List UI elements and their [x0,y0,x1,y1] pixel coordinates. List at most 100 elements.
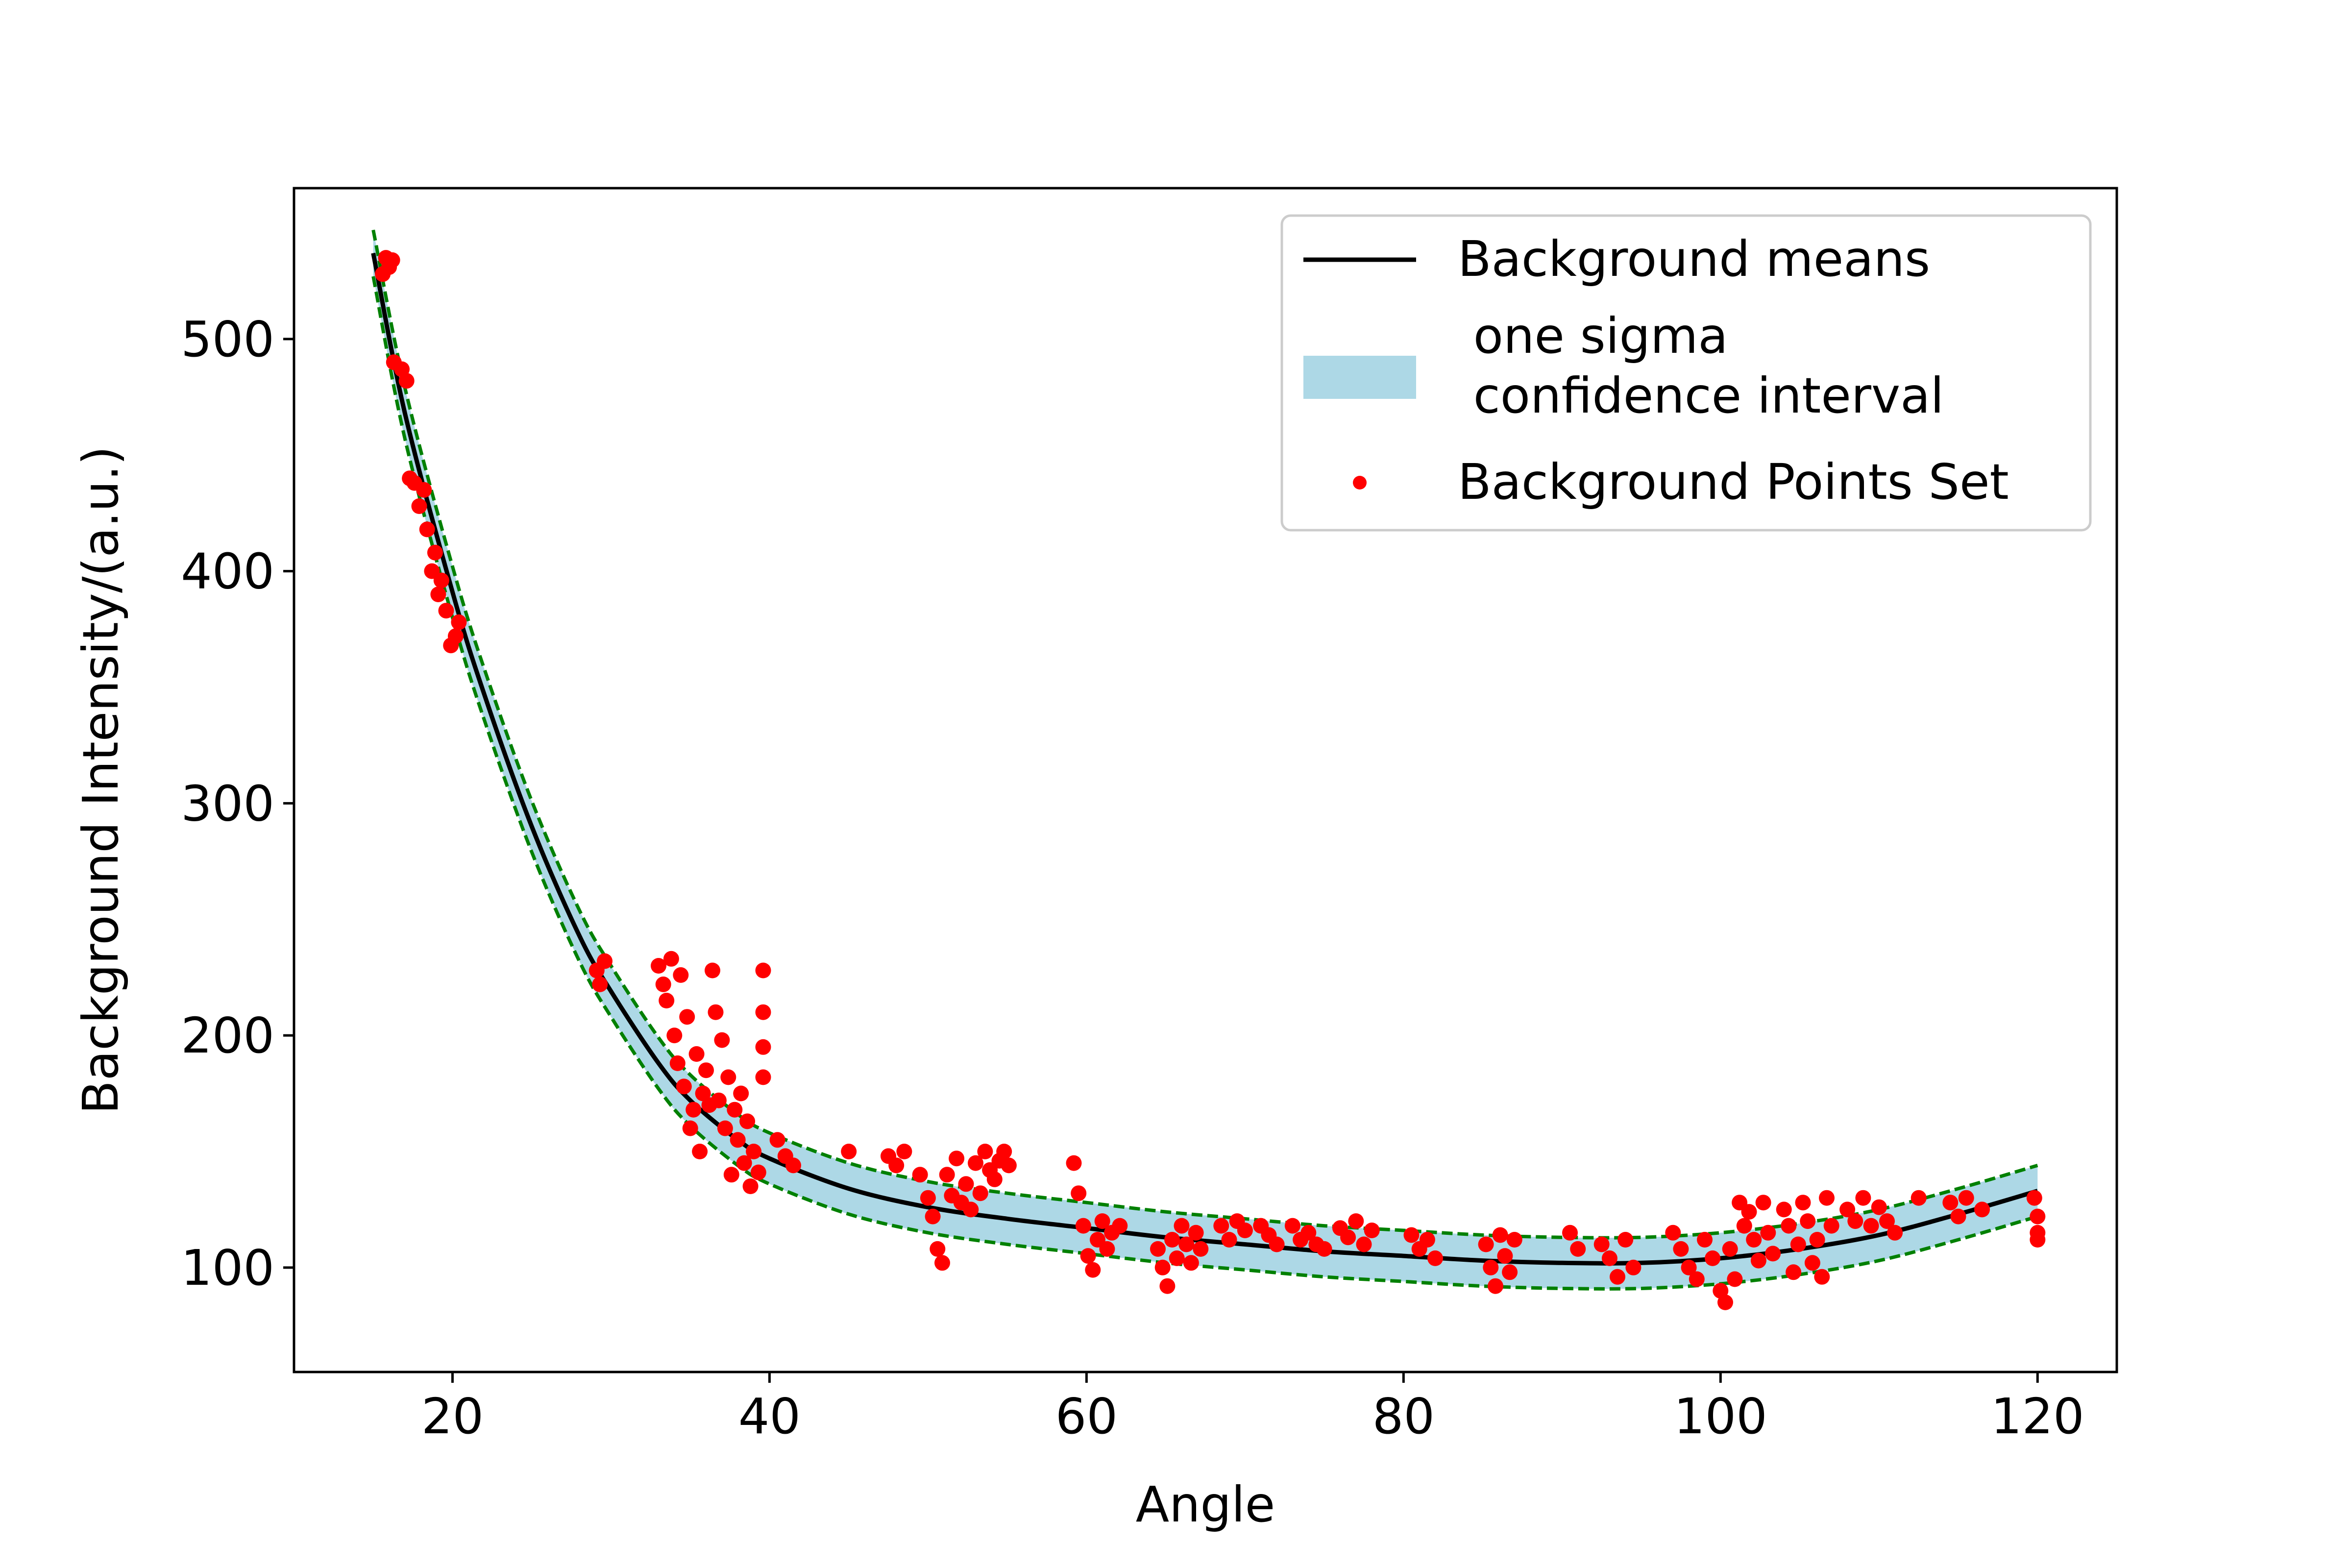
legend-point-swatch [1353,476,1367,490]
legend-box [1280,214,2092,532]
scatter-point [1492,1227,1508,1243]
scatter-point [720,1069,736,1085]
scatter-point [896,1144,912,1159]
scatter-point [1736,1218,1752,1234]
scatter-point [1178,1236,1195,1252]
scatter-point [750,1164,766,1180]
scatter-point [1839,1201,1856,1218]
scatter-point [1760,1225,1776,1241]
x-tick-label: 80 [1372,1388,1435,1445]
scatter-point [398,373,415,389]
legend: Background means one sigma confidence in… [1280,214,2092,532]
x-tick-label: 60 [1055,1388,1118,1445]
scatter-point [686,1102,702,1118]
scatter-point [1099,1241,1115,1257]
scatter-point [939,1167,955,1183]
scatter-point [1562,1225,1578,1241]
scatter-point [695,1085,711,1102]
scatter-point [755,1069,771,1085]
scatter-point [710,1092,727,1108]
scatter-point [669,1055,686,1071]
scatter-point [1750,1252,1766,1269]
scatter-point [1746,1232,1762,1248]
scatter-point [1593,1236,1610,1252]
scatter-point [1112,1218,1128,1234]
scatter-point [698,1062,714,1078]
scatter-point [1776,1201,1792,1218]
scatter-point [655,976,671,992]
legend-label-points: Background Points Set [1458,453,2009,511]
scatter-point [1221,1232,1237,1248]
scatter-point [1403,1227,1420,1243]
scatter-point [717,1120,733,1136]
scatter-point [977,1144,993,1159]
scatter-point [438,603,454,619]
scatter-point [1765,1246,1781,1262]
scatter-point [384,252,400,268]
scatter-point [727,1102,743,1118]
plot-frame [293,187,2118,1373]
scatter-point [746,1144,762,1159]
scatter-point [1193,1241,1209,1257]
scatter-point [688,1046,705,1062]
scatter-point [705,962,720,979]
scatter-point [1213,1218,1229,1234]
y-tick-label: 400 [181,543,274,600]
scatter-point [785,1157,801,1174]
scatter-point [433,572,449,588]
scatter-point [708,1004,724,1020]
legend-label-band-line: one sigma [1458,307,1728,365]
scatter-point [1085,1262,1101,1278]
scatter-point [1879,1213,1895,1229]
scatter-point [673,967,689,983]
scatter-point [1478,1236,1494,1252]
scatter-point [742,1178,759,1194]
scatter-point [1348,1213,1364,1229]
scatter-point [416,482,432,498]
scatter-point [1570,1241,1586,1257]
scatter-point [968,1155,983,1171]
scatter-point [427,544,443,561]
legend-label-band: one sigma confidence interval [1458,307,1944,424]
scatter-point [1502,1264,1518,1280]
y-tick-label: 100 [181,1239,274,1297]
scatter-point [1871,1199,1887,1215]
scatter-point [1506,1232,1522,1248]
scatter-point [1863,1218,1879,1234]
x-axis: 20 40 60 80 100 120 [421,1372,2084,1445]
scatter-point [1795,1195,1811,1211]
scatter-point [679,1009,695,1025]
scatter-point [1819,1190,1835,1206]
scatter-point [659,993,675,1008]
scatter-point [1269,1236,1285,1252]
scatter-point [1790,1236,1806,1252]
scatter-point [1419,1232,1435,1248]
scatter-point [1665,1225,1681,1241]
scatter-point [1497,1248,1513,1264]
legend-label-band-line: confidence interval [1458,367,1944,424]
scatter-point [841,1144,857,1159]
scatter-point [1316,1241,1332,1257]
scatter-point [1847,1213,1863,1229]
scatter-point [1942,1195,1959,1211]
scatter-point [733,1085,749,1102]
scatter-point [592,976,608,992]
scatter-point [1071,1185,1087,1201]
scatter-point [949,1151,965,1167]
scatter-point [1781,1218,1797,1234]
scatter-point [1284,1218,1300,1234]
scatter-point [1610,1269,1625,1285]
scatter-point [1364,1223,1380,1238]
scatter-point [1673,1241,1689,1257]
scatter-point [1001,1157,1017,1174]
scatter-point [714,1032,730,1048]
scatter-point [1786,1264,1802,1280]
scatter-point [1188,1225,1204,1241]
scatter-point [666,1028,683,1044]
scatter-point [1809,1232,1825,1248]
confidence-lower-bound [371,276,2038,1291]
scatter-point [1483,1259,1499,1275]
scatter-point [1066,1155,1082,1171]
scatter-point [1681,1259,1697,1275]
